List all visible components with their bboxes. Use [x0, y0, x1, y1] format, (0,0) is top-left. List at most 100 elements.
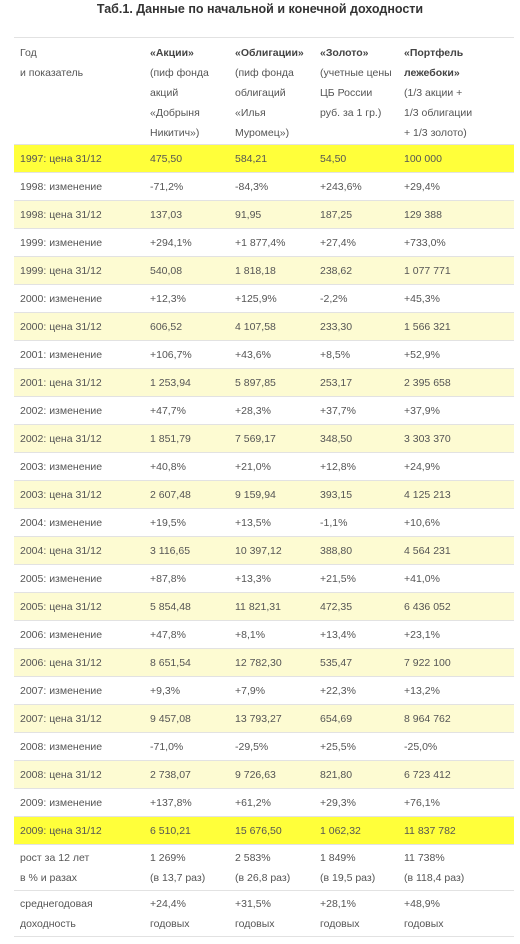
- data-cell: 2004: изменение: [14, 508, 144, 537]
- header-line: руб. за 1 гр.): [320, 107, 382, 119]
- data-cell: +37,7%: [314, 396, 398, 425]
- data-cell: 2002: изменение: [14, 396, 144, 425]
- data-cell: +13,4%: [314, 620, 398, 649]
- data-cell: +29,4%: [398, 172, 514, 201]
- data-cell: +47,8%: [144, 620, 229, 649]
- data-cell: 1 566 321: [398, 312, 514, 341]
- header-cell: «Портфель лежебоки» (1/3 акции + 1/3 облига…: [398, 37, 514, 145]
- data-row: 2008: изменение -71,0% -29,5% +25,5% -25,0%: [14, 732, 514, 761]
- footer-row: рост за 12 лет в % и разах 1 269% (в 13,7 р…: [14, 844, 514, 891]
- footer-cell: +24,4% годовых: [144, 890, 229, 937]
- data-cell: +52,9%: [398, 340, 514, 369]
- data-row: 2009: цена 31/12 6 510,21 15 676,50 1 062,3…: [14, 816, 514, 845]
- data-cell: +137,8%: [144, 788, 229, 817]
- data-cell: -25,0%: [398, 732, 514, 761]
- data-row: 2007: изменение +9,3% +7,9% +22,3% +13,2%: [14, 676, 514, 705]
- header-title: «Золото»: [320, 47, 369, 59]
- header-line: облигаций: [235, 87, 286, 99]
- data-cell: 5 854,48: [144, 592, 229, 621]
- data-cell: 540,08: [144, 256, 229, 285]
- footer-line: (в 19,5 раз): [320, 872, 376, 884]
- data-cell: 2005: цена 31/12: [14, 592, 144, 621]
- data-cell: 9 726,63: [229, 760, 314, 789]
- data-cell: +43,6%: [229, 340, 314, 369]
- data-cell: +12,3%: [144, 284, 229, 313]
- data-cell: +1 877,4%: [229, 228, 314, 257]
- data-row: 2008: цена 31/12 2 738,07 9 726,63 821,80 6 …: [14, 760, 514, 789]
- data-cell: 2002: цена 31/12: [14, 424, 144, 453]
- data-cell: +106,7%: [144, 340, 229, 369]
- footer-cell: 11 738% (в 118,4 раз): [398, 844, 514, 891]
- header-cell: «Золото» (учетные цены ЦБ России руб. за 1 …: [314, 37, 398, 145]
- data-cell: +27,4%: [314, 228, 398, 257]
- data-cell: +40,8%: [144, 452, 229, 481]
- data-cell: 2 738,07: [144, 760, 229, 789]
- footer-cell: 2 583% (в 26,8 раз): [229, 844, 314, 891]
- data-cell: 129 388: [398, 200, 514, 229]
- footer-line: (в 118,4 раз): [404, 872, 465, 884]
- data-cell: +24,9%: [398, 452, 514, 481]
- footer-line: годовых: [235, 918, 275, 930]
- footer-line: годовых: [404, 918, 444, 930]
- data-cell: 2009: цена 31/12: [14, 816, 144, 845]
- data-row: 2000: цена 31/12 606,52 4 107,58 233,30 1 56…: [14, 312, 514, 341]
- data-cell: 1999: цена 31/12: [14, 256, 144, 285]
- data-cell: +13,3%: [229, 564, 314, 593]
- data-cell: +733,0%: [398, 228, 514, 257]
- footer-line: +24,4%: [150, 898, 186, 910]
- data-cell: 388,80: [314, 536, 398, 565]
- data-cell: 654,69: [314, 704, 398, 733]
- footer-cell: 1 269% (в 13,7 раз): [144, 844, 229, 891]
- header-line: Год: [20, 47, 37, 59]
- data-cell: 7 922 100: [398, 648, 514, 677]
- data-cell: 6 436 052: [398, 592, 514, 621]
- data-row: 1998: изменение -71,2% -84,3% +243,6% +29,4%: [14, 172, 514, 201]
- data-cell: +13,2%: [398, 676, 514, 705]
- data-cell: 2005: изменение: [14, 564, 144, 593]
- data-cell: 393,15: [314, 480, 398, 509]
- data-cell: +19,5%: [144, 508, 229, 537]
- data-row: 1999: цена 31/12 540,08 1 818,18 238,62 1 07…: [14, 256, 514, 285]
- data-cell: +76,1%: [398, 788, 514, 817]
- data-cell: 4 107,58: [229, 312, 314, 341]
- footer-line: рост за 12 лет: [20, 852, 90, 864]
- data-cell: +45,3%: [398, 284, 514, 313]
- data-cell: 3 116,65: [144, 536, 229, 565]
- data-cell: -71,0%: [144, 732, 229, 761]
- data-cell: +41,0%: [398, 564, 514, 593]
- data-row: 2003: цена 31/12 2 607,48 9 159,94 393,15 4 …: [14, 480, 514, 509]
- data-cell: 2003: изменение: [14, 452, 144, 481]
- data-cell: +37,9%: [398, 396, 514, 425]
- table-title: Таб.1. Данные по начальной и конечной до…: [96, 2, 424, 16]
- data-cell: 2004: цена 31/12: [14, 536, 144, 565]
- data-cell: 472,35: [314, 592, 398, 621]
- data-cell: +23,1%: [398, 620, 514, 649]
- footer-line: +31,5%: [235, 898, 271, 910]
- data-cell: +9,3%: [144, 676, 229, 705]
- header-line: «Илья: [235, 107, 266, 119]
- data-cell: 2000: изменение: [14, 284, 144, 313]
- footer-cell: +48,9% годовых: [398, 890, 514, 937]
- data-row: 1999: изменение +294,1% +1 877,4% +27,4% +73…: [14, 228, 514, 257]
- data-row: 2006: цена 31/12 8 651,54 12 782,30 535,47 7…: [14, 648, 514, 677]
- data-cell: +13,5%: [229, 508, 314, 537]
- header-cell: «Акции» (пиф фонда акций «Добрыня Никитич»): [144, 37, 229, 145]
- data-cell: 535,47: [314, 648, 398, 677]
- data-row: 2004: цена 31/12 3 116,65 10 397,12 388,80 4…: [14, 536, 514, 565]
- data-cell: 5 897,85: [229, 368, 314, 397]
- data-cell: 606,52: [144, 312, 229, 341]
- header-line: (пиф фонда: [150, 67, 209, 79]
- data-cell: 1 253,94: [144, 368, 229, 397]
- header-title: «Акции»: [150, 47, 194, 59]
- data-cell: +125,9%: [229, 284, 314, 313]
- header-line: (учетные цены: [320, 67, 392, 79]
- footer-line: +48,9%: [404, 898, 440, 910]
- data-cell: 8 964 762: [398, 704, 514, 733]
- footer-line: 2 583%: [235, 852, 271, 864]
- header-line: (1/3 акции +: [404, 87, 463, 99]
- footer-cell: среднегодовая доходность: [14, 890, 144, 937]
- footer-row: среднегодовая доходность +24,4% годовых +31,…: [14, 890, 514, 937]
- data-row: 2005: изменение +87,8% +13,3% +21,5% +41,0%: [14, 564, 514, 593]
- data-cell: 2007: изменение: [14, 676, 144, 705]
- data-cell: +87,8%: [144, 564, 229, 593]
